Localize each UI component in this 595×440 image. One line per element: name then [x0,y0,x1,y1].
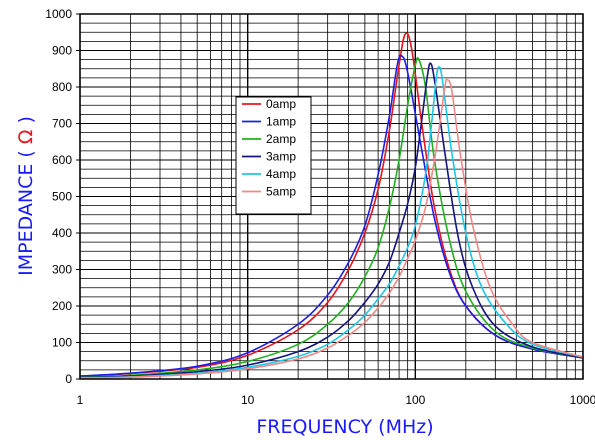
legend-label-2amp: 2amp [266,132,296,146]
series-line-4amp [79,66,584,379]
legend-box [235,96,312,215]
y-tick-labels: 0 100 200 300 400 500 600 700 800 900 1000 [45,7,80,386]
y-tick-label: 800 [52,80,72,94]
series-line-5amp [79,78,584,379]
series-line-3amp [79,62,584,379]
series-line-1amp [79,54,584,377]
y-axis-title-unit: Ω [15,130,37,145]
x-axis-title: FREQUENCY (MHz) [256,416,433,438]
legend-label-3amp: 3amp [266,150,296,164]
y-tick-label: 300 [52,263,72,277]
x-tick-label: 100 [405,393,425,407]
series-lines [79,32,584,379]
x-tick-label: 1 [77,393,84,407]
y-axis-title-group: IMPEDANCE ( Ω ) [15,116,37,276]
y-tick-label: 600 [52,153,72,167]
legend: 0amp 1amp 2amp 3amp 4amp 5amp [235,96,312,215]
x-tick-label: 1000 [570,393,595,407]
y-tick-label: 500 [52,190,72,204]
legend-label-1amp: 1amp [266,115,296,129]
y-tick-label: 900 [52,44,72,58]
y-tick-label: 0 [65,372,72,386]
legend-items: 0amp 1amp 2amp 3amp 4amp 5amp [242,97,296,199]
y-axis-title: IMPEDANCE ( Ω ) [15,116,37,276]
y-tick-label: 100 [52,336,72,350]
y-axis-title-open: ( [15,144,37,164]
y-tick-label: 400 [52,226,72,240]
x-tick-labels: 1 10 100 1000 [77,393,595,407]
y-tick-label: 1000 [45,7,72,21]
legend-label-4amp: 4amp [266,167,296,181]
legend-label-5amp: 5amp [266,185,296,199]
y-tick-label: 700 [52,117,72,131]
y-axis-title-close: ) [15,116,37,129]
series-line-2amp [79,56,584,378]
y-axis-title-main: IMPEDANCE [15,164,37,276]
legend-label-0amp: 0amp [266,97,296,111]
x-tick-label: 10 [241,393,255,407]
y-tick-label: 200 [52,299,72,313]
